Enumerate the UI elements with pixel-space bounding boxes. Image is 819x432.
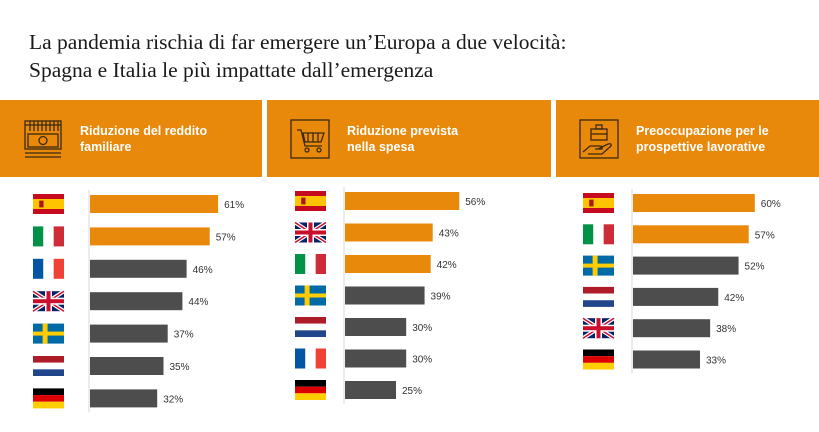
sweden-flag <box>583 255 614 276</box>
bar <box>345 381 396 399</box>
data-label: 30% <box>412 323 432 334</box>
money-icon <box>24 119 62 158</box>
italy-flag <box>33 226 64 247</box>
spain-flag <box>33 194 64 214</box>
data-label: 61% <box>224 200 244 211</box>
data-label: 37% <box>174 330 194 341</box>
data-label: 56% <box>465 197 485 208</box>
title-line-2: Spagna e Italia le più impattate dall’em… <box>29 58 434 82</box>
briefcase-hand-icon <box>579 118 619 159</box>
germany-flag <box>295 380 326 400</box>
sweden-flag <box>33 323 64 344</box>
bar <box>90 292 183 311</box>
italy-flag <box>583 224 614 245</box>
panel-header-job: Preoccupazione per le prospettive lavora… <box>556 100 819 177</box>
bar <box>90 357 164 375</box>
data-label: 42% <box>724 293 744 304</box>
bar <box>633 287 719 306</box>
uk-flag <box>581 316 616 340</box>
data-label: 42% <box>437 260 457 271</box>
data-label: 46% <box>193 265 213 276</box>
bar <box>633 225 749 244</box>
data-label: 44% <box>188 297 208 308</box>
panel-header-spending: Riduzione prevista nella spesa <box>267 100 551 177</box>
bar <box>90 227 210 246</box>
bar <box>633 319 711 338</box>
bar <box>345 318 407 336</box>
bar <box>633 350 700 369</box>
spain-flag <box>583 193 614 213</box>
netherlands-flag <box>583 286 614 307</box>
bar <box>633 194 755 212</box>
bar <box>90 259 187 278</box>
chart-job: 60% 57% 52% 42% 38% 33% <box>581 189 781 374</box>
france-flag <box>33 258 64 279</box>
data-label: 35% <box>170 362 190 373</box>
panel-label-spending: Riduzione prevista nella spesa <box>347 123 459 154</box>
bar <box>345 255 431 273</box>
title-line-1: La pandemia rischia di far emergere un’E… <box>29 30 567 54</box>
panel-label-job: Preoccupazione per le prospettive lavora… <box>636 123 769 154</box>
data-label: 60% <box>761 199 781 210</box>
bar <box>90 324 168 343</box>
bar <box>90 195 219 213</box>
germany-flag <box>33 388 64 409</box>
data-label: 32% <box>163 394 183 405</box>
data-label: 57% <box>755 230 775 241</box>
data-label: 39% <box>431 292 451 303</box>
bar <box>345 286 425 305</box>
data-label: 52% <box>745 262 765 273</box>
bar <box>345 223 433 242</box>
data-label: 30% <box>412 355 432 366</box>
bar <box>345 349 407 368</box>
chart-spending: 56% 43% 42% 39% 30% 30% 25% <box>293 187 485 404</box>
panel-header-income: Riduzione del reddito familiare <box>0 100 262 177</box>
sweden-flag <box>295 285 326 306</box>
uk-flag <box>31 289 66 313</box>
bar <box>90 389 158 408</box>
data-label: 57% <box>216 232 236 243</box>
data-label: 38% <box>716 324 736 335</box>
chart-title: La pandemia rischia di far emergere un’E… <box>29 28 809 84</box>
bar <box>633 256 739 275</box>
netherlands-flag <box>295 317 326 337</box>
data-label: 25% <box>402 386 422 397</box>
panel-label-income: Riduzione del reddito familiare <box>80 123 208 154</box>
uk-flag <box>293 220 328 245</box>
data-label: 33% <box>706 356 726 367</box>
chart-income: 61% 57% 46% 44% 37% 35% 32% <box>31 190 244 413</box>
germany-flag <box>583 349 614 370</box>
netherlands-flag <box>33 356 64 376</box>
bar <box>345 192 460 210</box>
shopping-cart-icon <box>290 118 330 159</box>
italy-flag <box>295 254 326 274</box>
spain-flag <box>295 191 326 211</box>
france-flag <box>295 348 326 369</box>
data-label: 43% <box>439 229 459 240</box>
